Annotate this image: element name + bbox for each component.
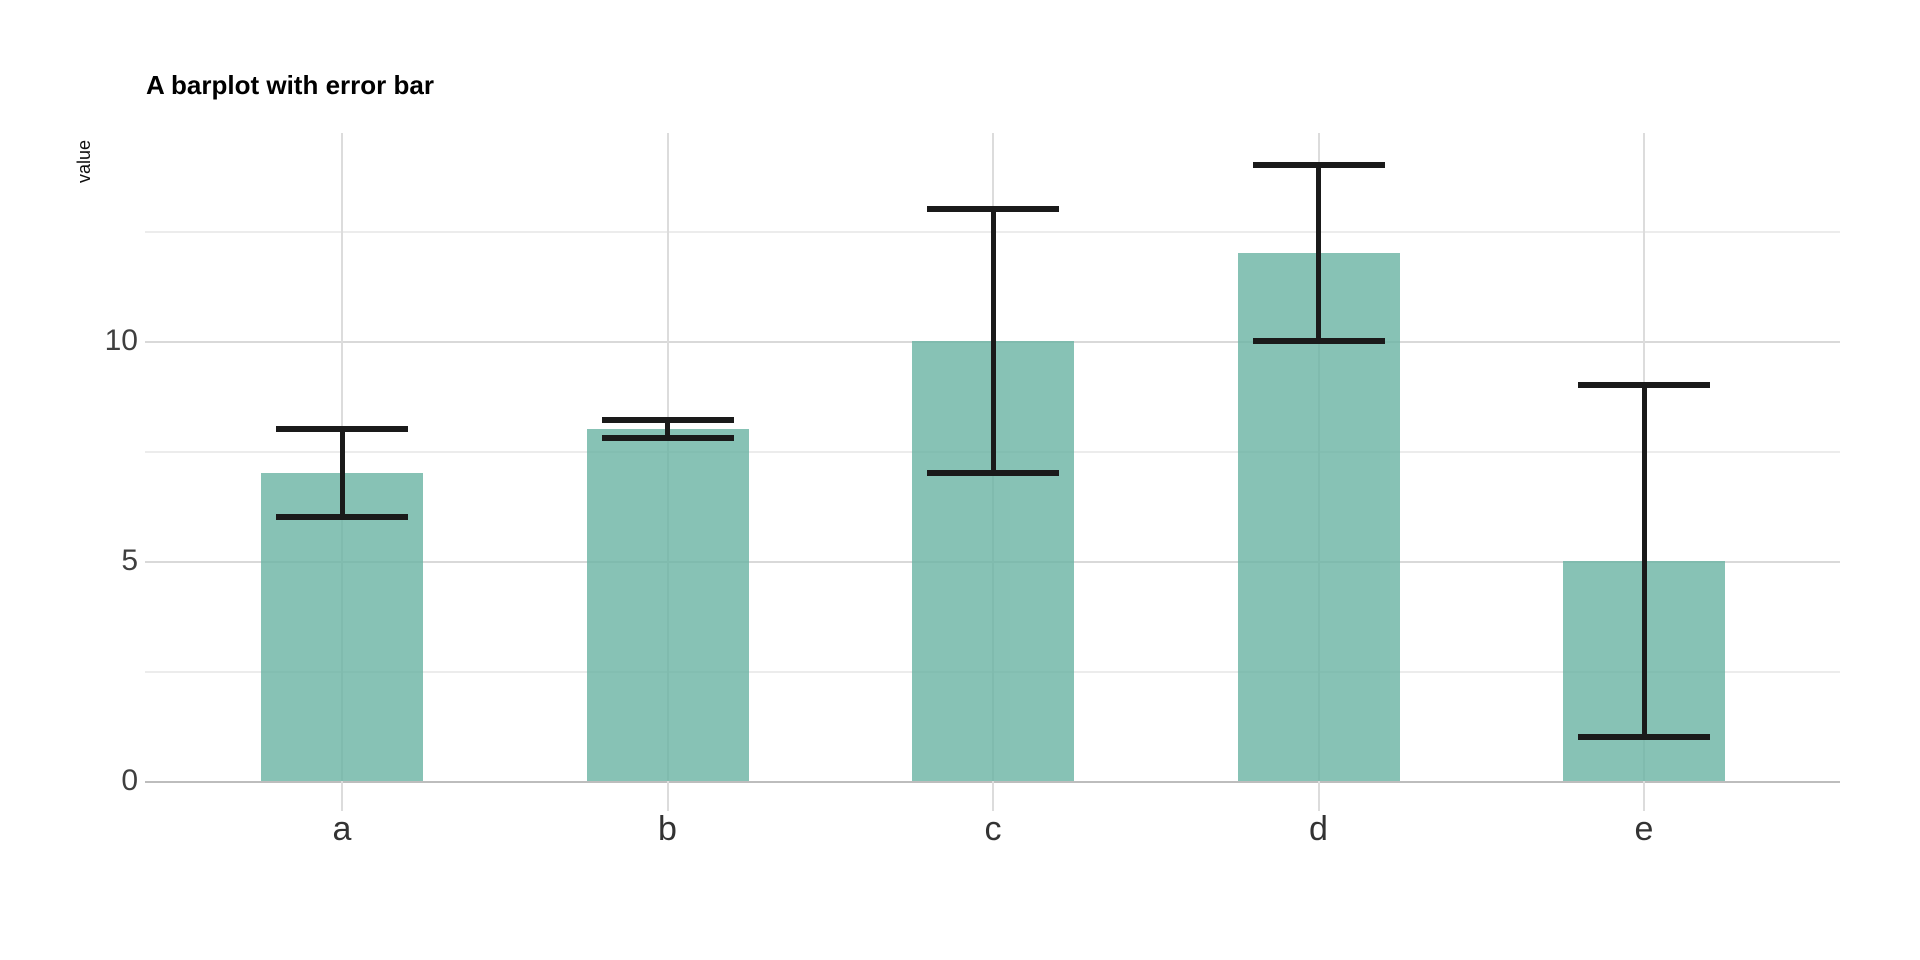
error-bar-cap-bottom	[276, 514, 408, 520]
x-tick-label: e	[1634, 810, 1654, 848]
error-bar-cap-top	[1252, 162, 1385, 168]
chart-title: A barplot with error bar	[146, 70, 434, 100]
bar	[586, 429, 749, 781]
error-bar-cap-bottom	[601, 434, 734, 441]
error-bar-stem	[1641, 385, 1647, 737]
y-tick-label: 10	[104, 324, 138, 357]
bar	[261, 473, 423, 781]
error-bar-cap-top	[927, 206, 1059, 212]
error-bar-stem	[339, 429, 345, 517]
y-tick-label: 5	[121, 544, 138, 577]
y-tick-label: 0	[121, 764, 138, 797]
error-bar-cap-bottom	[1252, 338, 1385, 344]
x-tick-label: d	[1309, 810, 1328, 848]
error-bar-stem	[1316, 165, 1321, 341]
x-tick-label: a	[332, 810, 352, 848]
error-bar-cap-bottom	[1578, 734, 1710, 740]
x-tick-label: b	[658, 810, 677, 848]
error-bar-stem	[665, 420, 670, 438]
error-bar-cap-top	[1578, 382, 1710, 388]
y-axis-title: value	[74, 139, 94, 183]
error-bar-cap-top	[601, 417, 734, 424]
error-bar-cap-bottom	[927, 470, 1059, 476]
error-bar-stem	[990, 209, 996, 473]
x-tick-label: c	[984, 810, 1002, 848]
error-bar-cap-top	[276, 426, 408, 432]
